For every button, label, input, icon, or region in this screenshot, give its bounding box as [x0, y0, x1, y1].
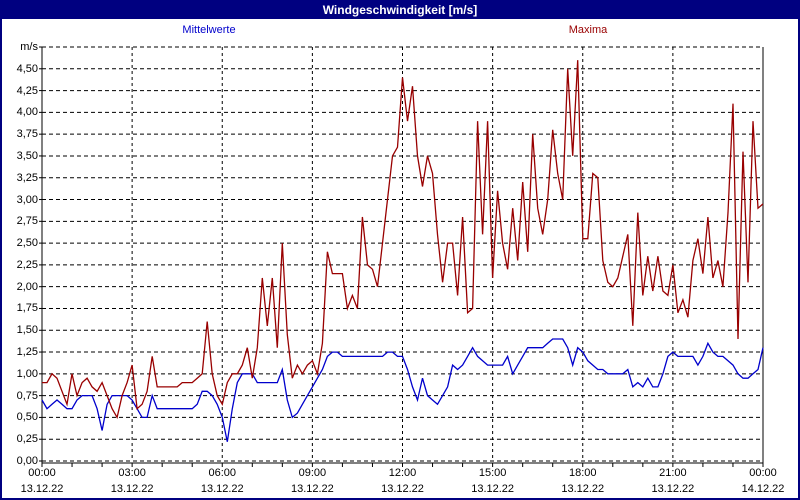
- x-tick-date-label: 13.12.22: [110, 483, 154, 495]
- y-tick-label: 2,75: [16, 215, 38, 228]
- x-tick-time-label: 09:00: [298, 467, 327, 479]
- x-tick-time-label: 00:00: [28, 467, 56, 479]
- y-tick-label: 1,00: [16, 367, 38, 380]
- x-tick-date-label: 13.12.22: [20, 483, 64, 495]
- x-tick-date-label: 13.12.22: [381, 483, 424, 495]
- y-tick-label: 1,75: [16, 302, 38, 315]
- y-tick-label: 0,50: [16, 411, 38, 424]
- y-tick-label: 3,50: [16, 149, 38, 162]
- y-tick-label: 3,75: [16, 128, 38, 141]
- x-tick-date-label: 13.12.22: [561, 483, 605, 495]
- series-mittelwerte: [41, 338, 764, 442]
- y-tick-label: 0,75: [16, 389, 38, 402]
- legend-maxima: Maxima: [568, 24, 608, 36]
- x-tick-date-label: 13.12.22: [471, 483, 515, 495]
- y-tick-label: 0,25: [16, 433, 38, 446]
- x-tick-date-label: 14.12.22: [741, 483, 785, 495]
- x-tick-date-label: 13.12.22: [290, 483, 334, 495]
- y-tick-label: 2,00: [16, 280, 38, 293]
- y-tick-label: 2,25: [16, 258, 38, 271]
- y-tick-label: 0,00: [16, 455, 38, 467]
- series-maxima: [42, 60, 764, 420]
- window-title: Windgeschwindigkeit [m/s]: [2, 2, 798, 19]
- x-tick-time-label: 00:00: [749, 467, 777, 479]
- x-tick-date-label: 13.12.22: [651, 483, 695, 495]
- y-tick-label: 4,25: [16, 84, 38, 97]
- y-tick-label: 1,25: [16, 346, 38, 359]
- y-tick-label: 4,00: [16, 106, 38, 119]
- legend-mittelwerte: Mittelwerte: [182, 24, 236, 36]
- y-tick-label: 4,50: [16, 62, 38, 75]
- x-tick-time-label: 18:00: [568, 467, 597, 479]
- x-tick-time-label: 03:00: [118, 467, 146, 479]
- x-tick-time-label: 06:00: [208, 467, 237, 479]
- x-tick-date-label: 13.12.22: [200, 483, 244, 495]
- y-tick-label: 1,50: [16, 324, 38, 337]
- y-axis-unit-label: m/s: [20, 41, 38, 53]
- y-tick-label: 2,50: [16, 237, 38, 250]
- x-tick-time-label: 15:00: [478, 467, 507, 479]
- y-tick-label: 3,25: [16, 171, 38, 184]
- x-tick-time-label: 21:00: [659, 467, 687, 479]
- x-tick-time-label: 12:00: [388, 467, 417, 479]
- y-tick-label: 3,00: [16, 193, 38, 206]
